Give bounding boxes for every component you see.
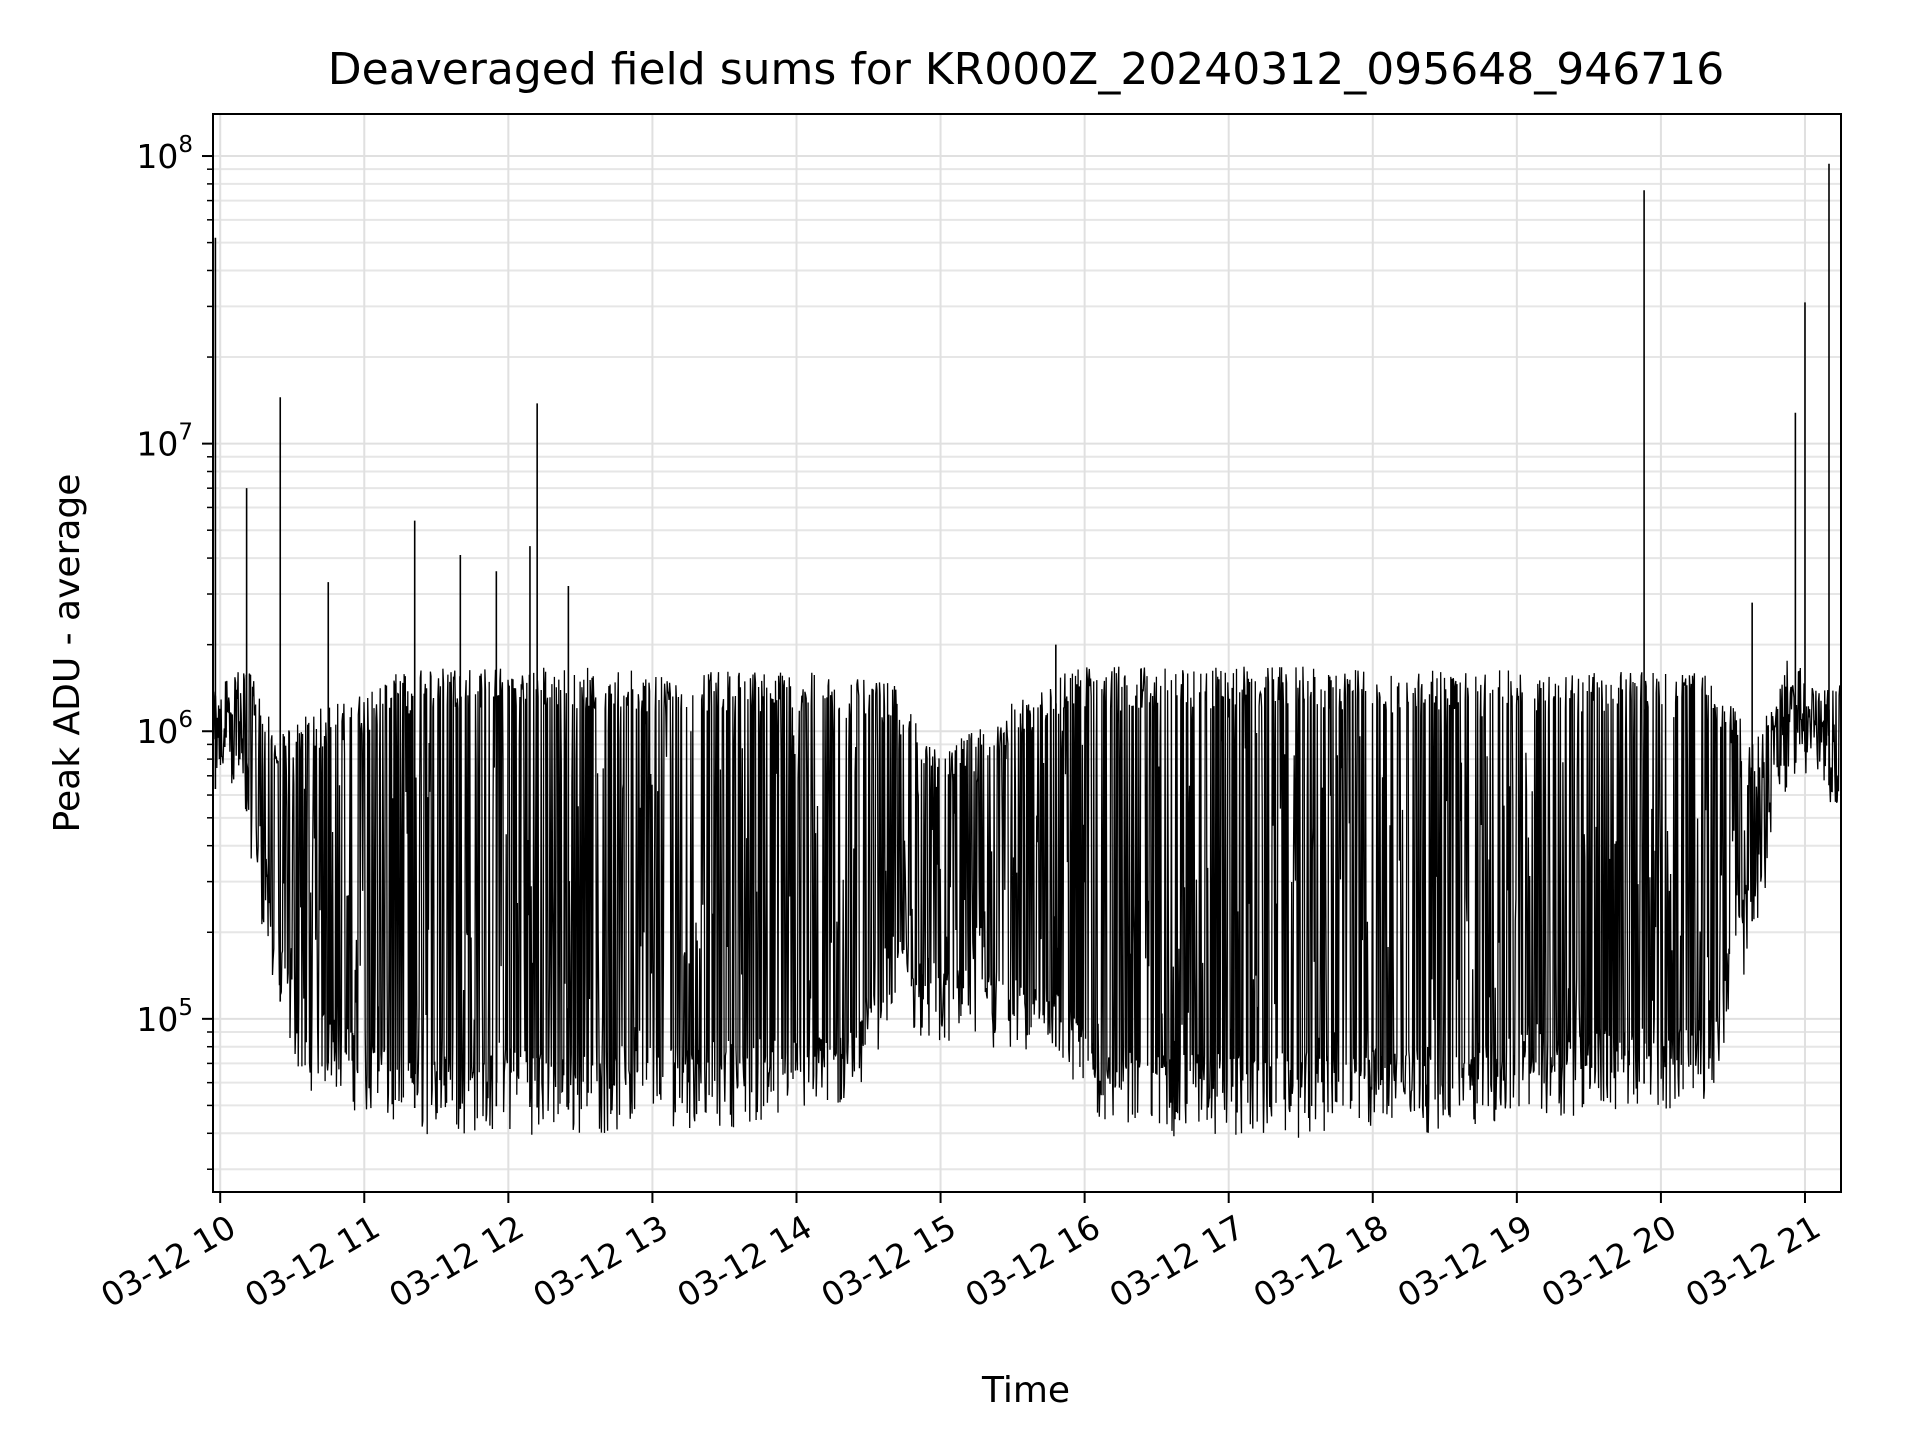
y-tick-base: 10 bbox=[136, 1000, 178, 1039]
y-tick-label: 106 bbox=[136, 707, 193, 751]
y-tick-label: 105 bbox=[136, 995, 193, 1039]
plot-area bbox=[212, 113, 1842, 1193]
y-tick-base: 10 bbox=[136, 425, 178, 464]
series bbox=[212, 163, 1842, 1138]
y-tick-exponent: 8 bbox=[178, 132, 193, 158]
y-tick-exponent: 7 bbox=[178, 420, 193, 446]
y-tick-exponent: 6 bbox=[178, 707, 193, 733]
y-axis-label: Peak ADU - average bbox=[47, 474, 88, 833]
y-tick-label: 108 bbox=[136, 132, 193, 176]
chart-title: Deaveraged field sums for KR000Z_2024031… bbox=[328, 44, 1724, 95]
y-tick-label: 107 bbox=[136, 420, 193, 464]
y-tick-base: 10 bbox=[136, 712, 178, 751]
y-tick-exponent: 5 bbox=[178, 995, 193, 1021]
axes-frame bbox=[212, 113, 1842, 1193]
signal-line bbox=[212, 660, 1842, 1138]
x-axis-label: Time bbox=[981, 1370, 1070, 1411]
y-tick-base: 10 bbox=[136, 137, 178, 176]
